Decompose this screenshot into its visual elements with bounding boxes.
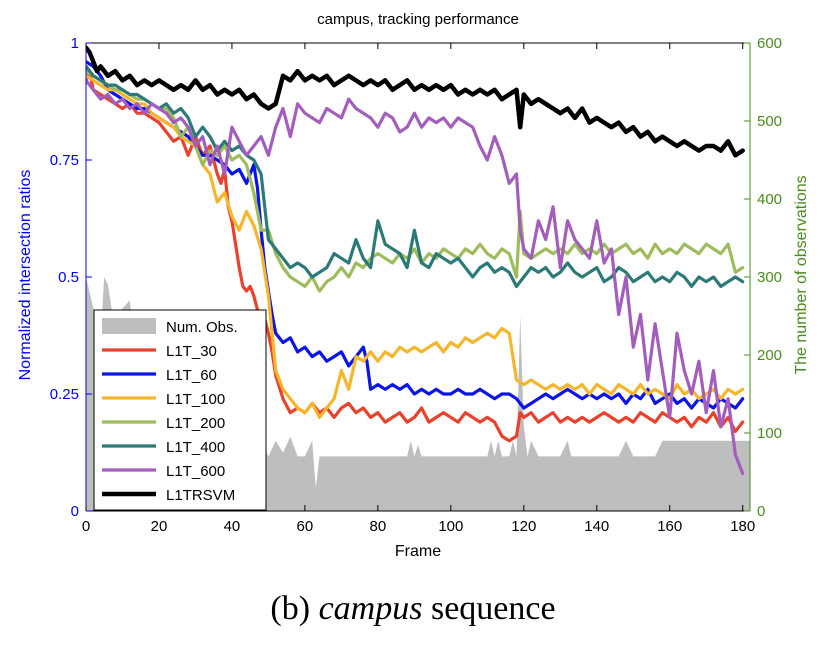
y-right-tick-label: 400 bbox=[757, 191, 782, 208]
chart-title: campus, tracking performance bbox=[317, 11, 519, 28]
y-left-tick-label: 0.75 bbox=[50, 152, 79, 169]
y-left-tick-label: 0 bbox=[71, 503, 79, 520]
series-line-l1t_30 bbox=[86, 69, 745, 443]
series-line-l1trsvm bbox=[86, 45, 745, 158]
series-line-l1t_60 bbox=[86, 60, 745, 410]
y-left-tick-label: 0.5 bbox=[58, 269, 79, 286]
caption-label: (b) bbox=[270, 590, 311, 627]
x-tick-label: 140 bbox=[584, 518, 609, 535]
y-left-tick-label: 1 bbox=[71, 35, 79, 52]
legend-label-l1t_200: L1T_200 bbox=[166, 415, 225, 432]
campus-tracking-performance-chart: campus, tracking performance Normalized … bbox=[17, 11, 810, 560]
y-axis-left-title: Normalized intersection ratios bbox=[17, 170, 34, 381]
y-axis-right-title: The number of observations bbox=[793, 175, 810, 374]
y-right-tick-label: 500 bbox=[757, 113, 782, 130]
legend-label-l1t_60: L1T_60 bbox=[166, 367, 217, 384]
y-right-tick-label: 200 bbox=[757, 347, 782, 364]
x-axis-title: Frame bbox=[395, 543, 441, 560]
series-line-l1t_400 bbox=[86, 64, 745, 288]
x-tick-label: 0 bbox=[82, 518, 90, 535]
x-tick-label: 20 bbox=[151, 518, 168, 535]
y-right-tick-label: 0 bbox=[757, 503, 765, 520]
caption-sequence-name: campus bbox=[318, 590, 423, 627]
legend-label-num-obs: Num. Obs. bbox=[166, 319, 238, 336]
axes: 0 20 40 60 80 100 120 140 160 18000.250.50.751010… bbox=[50, 35, 782, 535]
x-tick-label: 60 bbox=[297, 518, 314, 535]
x-tick-label: 180 bbox=[730, 518, 755, 535]
legend: Num. Obs. L1T_30 L1T_60 L1T_100 L1T_200 L1T_4… bbox=[93, 309, 267, 511]
y-right-tick-label: 100 bbox=[757, 425, 782, 442]
legend-label-l1t_400: L1T_400 bbox=[166, 439, 225, 456]
legend-label-l1t_100: L1T_100 bbox=[166, 391, 225, 408]
legend-label-l1t_30: L1T_30 bbox=[166, 343, 217, 360]
y-right-tick-label: 600 bbox=[757, 35, 782, 52]
x-tick-label: 40 bbox=[224, 518, 241, 535]
legend-swatch-num-obs bbox=[102, 318, 156, 334]
x-tick-label: 100 bbox=[438, 518, 463, 535]
x-tick-label: 120 bbox=[511, 518, 536, 535]
series-line-l1t_600 bbox=[86, 78, 745, 476]
legend-label-l1trsvm: L1TRSVM bbox=[166, 487, 235, 504]
legend-label-l1t_600: L1T_600 bbox=[166, 463, 225, 480]
y-right-tick-label: 300 bbox=[757, 269, 782, 286]
x-tick-label: 80 bbox=[370, 518, 387, 535]
y-left-tick-label: 0.25 bbox=[50, 386, 79, 403]
series-line-l1t_200 bbox=[86, 69, 745, 293]
x-tick-label: 160 bbox=[657, 518, 682, 535]
figure-caption: (b) campus sequence bbox=[0, 590, 826, 628]
legend-box bbox=[93, 309, 267, 511]
caption-suffix: sequence bbox=[430, 590, 556, 627]
